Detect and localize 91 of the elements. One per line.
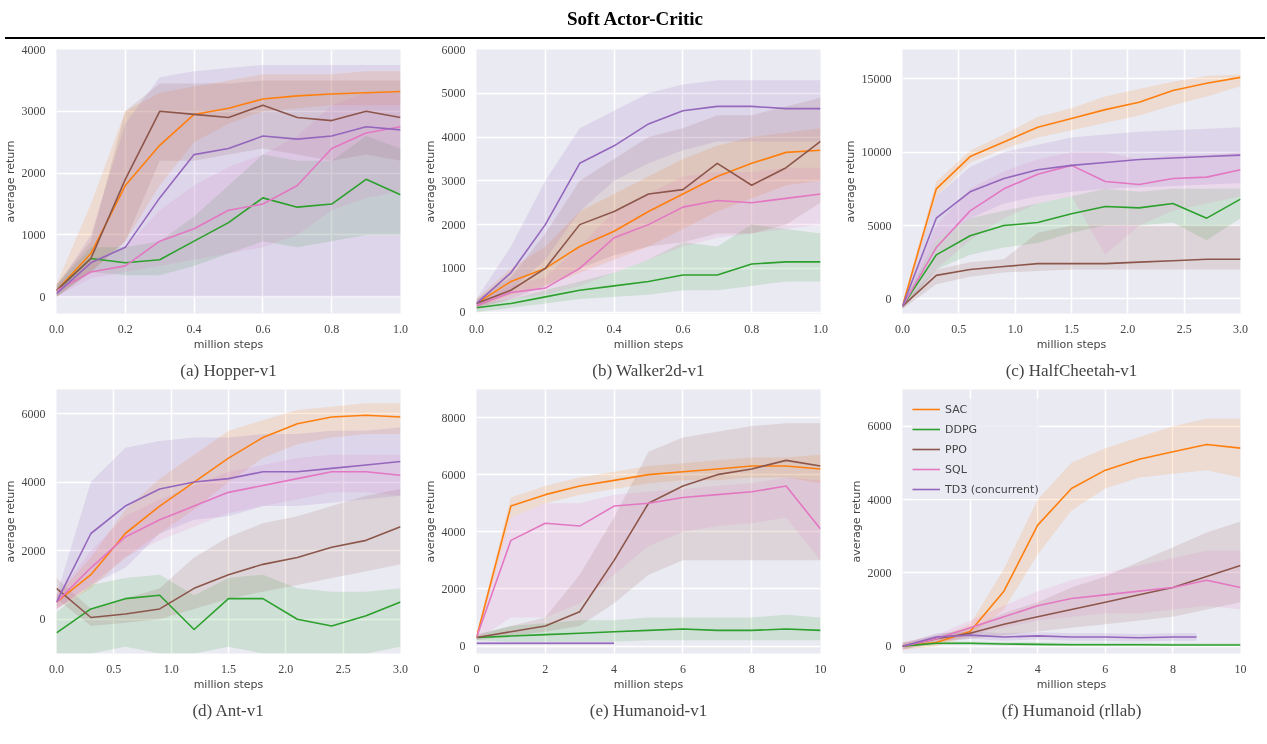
legend-label: SQL [945, 462, 967, 476]
y-axis-title: average return [423, 480, 437, 563]
y-tick-label: 3000 [21, 104, 46, 119]
x-tick-label: 2.5 [335, 661, 351, 676]
x-tick-label: 6 [1102, 661, 1109, 676]
y-tick-label: 0 [459, 639, 466, 654]
y-tick-label: 1000 [21, 227, 46, 242]
text: Soft Actor-Critic [567, 7, 703, 31]
y-tick-label: 4000 [21, 42, 46, 57]
y-tick-label: 0 [39, 289, 46, 304]
x-tick-label: 0.8 [324, 321, 340, 336]
x-tick-label: 1.0 [393, 321, 408, 336]
x-tick-label: 0.4 [186, 321, 202, 336]
legend-label: DDPG [945, 422, 978, 436]
x-tick-label: 1.5 [1064, 321, 1079, 336]
x-tick-label: 0.5 [951, 321, 967, 336]
y-axis-title: average return [423, 140, 437, 223]
y-tick-label: 6000 [21, 406, 46, 421]
y-axis-title: average return [3, 480, 17, 563]
x-axis-title: million steps [1036, 677, 1107, 691]
y-tick-label: 6000 [867, 419, 892, 434]
x-tick-label: 2 [967, 661, 974, 676]
x-axis-title: million steps [613, 677, 684, 691]
x-axis-title: million steps [1036, 337, 1107, 351]
x-tick-label: 1.0 [1007, 321, 1023, 336]
y-tick-label: 6000 [441, 467, 466, 482]
y-axis-title: average return [843, 140, 857, 223]
y-tick-label: 10000 [861, 145, 892, 160]
y-tick-label: 4000 [867, 492, 892, 507]
x-tick-label: 0.5 [106, 661, 122, 676]
text: (e) Humanoid-v1 [589, 700, 708, 720]
x-tick-label: 6 [679, 661, 686, 676]
x-tick-label: 0 [473, 661, 480, 676]
y-tick-label: 2000 [441, 217, 466, 232]
x-tick-label: 2.0 [1120, 321, 1136, 336]
x-axis-title: million steps [193, 337, 264, 351]
x-tick-label: 10 [814, 661, 827, 676]
x-tick-label: 0.4 [606, 321, 622, 336]
x-tick-label: 3.0 [393, 661, 408, 676]
x-tick-label: 0.2 [537, 321, 553, 336]
legend-label: TD3 (concurrent) [945, 482, 1039, 496]
x-axis-title: million steps [613, 337, 684, 351]
y-tick-label: 8000 [441, 410, 466, 425]
x-tick-label: 10 [1234, 661, 1247, 676]
y-axis-title: average return [3, 140, 17, 223]
y-tick-label: 0 [885, 639, 892, 654]
y-tick-label: 4000 [21, 475, 46, 490]
y-tick-label: 4000 [441, 130, 466, 145]
text: (c) HalfCheetah-v1 [1005, 360, 1138, 380]
x-tick-label: 1.0 [813, 321, 828, 336]
y-tick-label: 6000 [441, 42, 466, 57]
text: (a) Hopper-v1 [180, 360, 277, 380]
text: (b) Walker2d-v1 [592, 360, 705, 380]
x-tick-label: 0.0 [469, 321, 484, 336]
y-axis-title: average return [849, 480, 863, 563]
y-tick-label: 2000 [867, 565, 892, 580]
y-tick-label: 2000 [21, 166, 46, 181]
x-tick-label: 3.0 [1233, 321, 1248, 336]
y-tick-label: 4000 [441, 524, 466, 539]
x-tick-label: 8 [1169, 661, 1176, 676]
legend-label: PPO [945, 442, 967, 456]
x-tick-label: 1.5 [221, 661, 236, 676]
x-tick-label: 1.0 [163, 661, 179, 676]
y-tick-label: 5000 [441, 86, 466, 101]
x-tick-label: 0.0 [49, 321, 64, 336]
y-tick-label: 0 [39, 612, 46, 627]
x-tick-label: 2 [542, 661, 549, 676]
y-tick-label: 3000 [441, 173, 466, 188]
y-tick-label: 2000 [21, 543, 46, 558]
y-tick-label: 1000 [441, 261, 466, 276]
text: (f) Humanoid (rllab) [1001, 700, 1142, 720]
x-tick-label: 4 [611, 661, 618, 676]
x-tick-label: 2.5 [1176, 321, 1192, 336]
x-tick-label: 0.0 [49, 661, 64, 676]
legend-label: SAC [945, 402, 968, 416]
x-tick-label: 2.0 [278, 661, 294, 676]
text: (d) Ant-v1 [192, 700, 264, 720]
y-tick-label: 5000 [867, 218, 892, 233]
x-axis-title: million steps [193, 677, 264, 691]
y-tick-label: 15000 [861, 71, 892, 86]
y-tick-label: 0 [885, 291, 892, 306]
y-tick-label: 0 [459, 305, 466, 320]
x-tick-label: 0 [899, 661, 906, 676]
x-tick-label: 0.0 [895, 321, 910, 336]
x-tick-label: 8 [748, 661, 755, 676]
x-tick-label: 0.8 [744, 321, 760, 336]
x-tick-label: 0.6 [675, 321, 691, 336]
x-tick-label: 4 [1034, 661, 1041, 676]
x-tick-label: 0.6 [255, 321, 271, 336]
x-tick-label: 0.2 [117, 321, 133, 336]
y-tick-label: 2000 [441, 581, 466, 596]
